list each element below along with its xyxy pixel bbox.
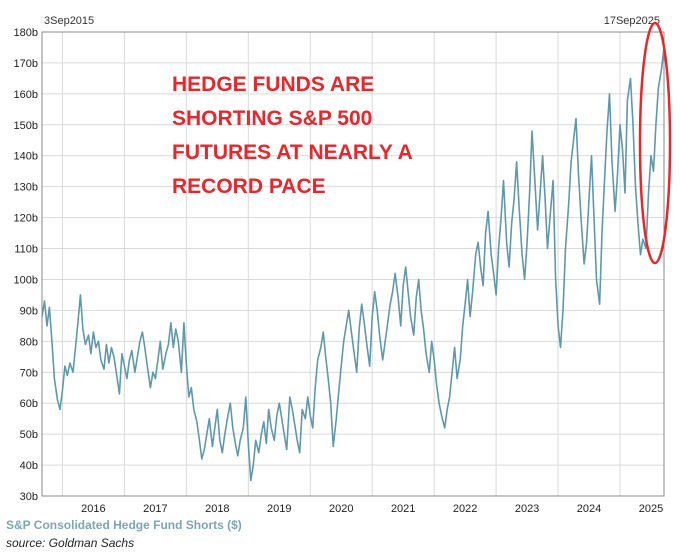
y-tick-label: 110b (14, 244, 38, 256)
x-tick-label: 2019 (267, 503, 291, 515)
y-tick-label: 150b (14, 120, 38, 132)
x-tick-label: 2020 (329, 503, 353, 515)
annotation-line-2: SHORTING S&P 500 (172, 107, 372, 130)
annotation-layer: HEDGE FUNDS ARE SHORTING S&P 500 FUTURES… (172, 21, 672, 265)
y-tick-label: 70b (20, 367, 38, 379)
annotation-line-4: RECORD PACE (172, 175, 326, 198)
y-tick-label: 100b (14, 274, 38, 286)
x-tick-label: 2023 (515, 503, 539, 515)
y-tick-label: 30b (20, 491, 38, 503)
plot-frame (41, 31, 665, 497)
y-tick-label: 140b (14, 151, 38, 163)
y-tick-label: 130b (14, 182, 38, 194)
annotation-line-3: FUTURES AT NEARLY A (172, 141, 413, 164)
range-start-label: 3Sep2015 (44, 15, 94, 27)
series-caption: S&P Consolidated Hedge Fund Shorts ($) (6, 518, 242, 532)
x-tick-label: 2017 (143, 503, 167, 515)
y-tick-label: 50b (20, 429, 38, 441)
x-tick-label: 2024 (577, 503, 601, 515)
y-tick-label: 160b (14, 89, 38, 101)
x-tick-label: 2022 (453, 503, 477, 515)
y-tick-label: 80b (20, 336, 38, 348)
axis-layer: 30b 40b 50b 60b 70b 80b 90b 100b 110b 120b 130b 140… (14, 27, 665, 515)
x-tick-label: 2018 (205, 503, 229, 515)
range-layer: 3Sep2015 17Sep2025 (44, 15, 660, 27)
range-end-label: 17Sep2025 (604, 15, 660, 27)
annotation-line-1: HEDGE FUNDS ARE (172, 73, 374, 96)
x-tick-label: 2025 (639, 503, 663, 515)
series-layer (41, 47, 665, 482)
highlight-ellipse (638, 21, 672, 265)
y-tick-label: 90b (20, 305, 38, 317)
y-tick-label: 120b (14, 213, 38, 225)
x-tick-label: 2021 (391, 503, 415, 515)
y-tick-label: 40b (20, 460, 38, 472)
y-tick-label: 180b (14, 27, 38, 39)
grid-layer (42, 31, 664, 497)
y-tick-label: 170b (14, 58, 38, 70)
y-tick-label: 60b (20, 398, 38, 410)
x-tick-label: 2016 (81, 503, 105, 515)
source-note: source: Goldman Sachs (6, 536, 134, 550)
series-line (41, 47, 665, 482)
